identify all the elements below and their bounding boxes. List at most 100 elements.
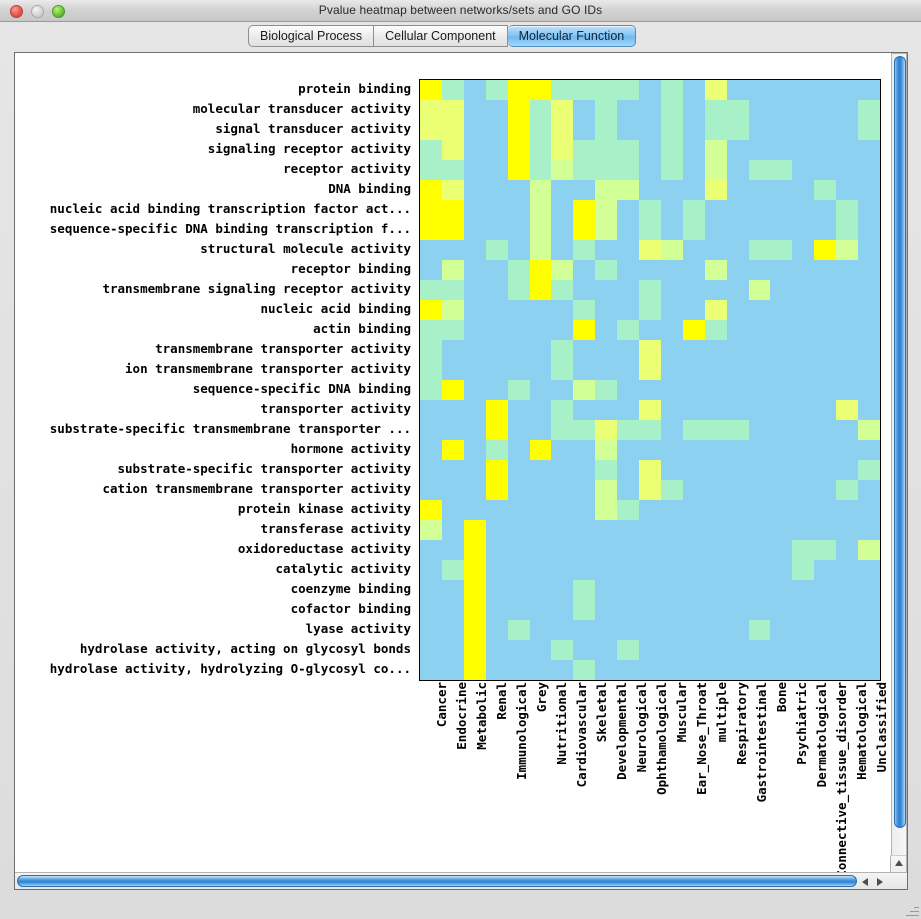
heatmap-cell[interactable] — [792, 240, 815, 260]
heatmap-cell[interactable] — [617, 580, 640, 600]
window-resize-grip-icon[interactable] — [905, 903, 919, 917]
heatmap-cell[interactable] — [660, 160, 683, 180]
heatmap-cell[interactable] — [770, 420, 793, 440]
heatmap-cell[interactable] — [748, 200, 771, 220]
heatmap-cell[interactable] — [529, 540, 552, 560]
heatmap-cell[interactable] — [441, 580, 464, 600]
heatmap-cell[interactable] — [814, 200, 837, 220]
heatmap-cell[interactable] — [551, 360, 574, 380]
heatmap-cell[interactable] — [836, 320, 859, 340]
heatmap-cell[interactable] — [573, 640, 596, 660]
heatmap-cell[interactable] — [595, 300, 618, 320]
heatmap-cell[interactable] — [485, 140, 508, 160]
heatmap-cell[interactable] — [463, 420, 486, 440]
heatmap-cell[interactable] — [726, 380, 749, 400]
heatmap-cell[interactable] — [485, 580, 508, 600]
heatmap-cell[interactable] — [639, 620, 661, 640]
heatmap-cell[interactable] — [441, 260, 464, 280]
heatmap-cell[interactable] — [704, 480, 727, 500]
heatmap-cell[interactable] — [858, 360, 880, 380]
heatmap-cell[interactable] — [660, 540, 683, 560]
heatmap-cell[interactable] — [485, 160, 508, 180]
heatmap-cell[interactable] — [770, 120, 793, 140]
heatmap-cell[interactable] — [639, 340, 661, 360]
heatmap-cell[interactable] — [507, 320, 530, 340]
heatmap-cell[interactable] — [463, 380, 486, 400]
heatmap-cell[interactable] — [704, 180, 727, 200]
heatmap-cell[interactable] — [463, 480, 486, 500]
heatmap-cell[interactable] — [639, 440, 661, 460]
heatmap-cell[interactable] — [748, 220, 771, 240]
heatmap-cell[interactable] — [704, 400, 727, 420]
heatmap-cell[interactable] — [770, 300, 793, 320]
heatmap-cell[interactable] — [836, 340, 859, 360]
heatmap-cell[interactable] — [770, 160, 793, 180]
heatmap-cell[interactable] — [814, 360, 837, 380]
heatmap-cell[interactable] — [573, 480, 596, 500]
heatmap-cell[interactable] — [507, 160, 530, 180]
heatmap-cell[interactable] — [507, 100, 530, 120]
heatmap-cell[interactable] — [485, 600, 508, 620]
heatmap-cell[interactable] — [704, 560, 727, 580]
heatmap-cell[interactable] — [551, 480, 574, 500]
heatmap-cell[interactable] — [551, 600, 574, 620]
heatmap-cell[interactable] — [858, 500, 880, 520]
heatmap-cell[interactable] — [836, 600, 859, 620]
heatmap-cell[interactable] — [770, 100, 793, 120]
heatmap-cell[interactable] — [726, 200, 749, 220]
heatmap-cell[interactable] — [420, 120, 442, 140]
heatmap-cell[interactable] — [507, 440, 530, 460]
heatmap-cell[interactable] — [529, 320, 552, 340]
heatmap-cell[interactable] — [529, 260, 552, 280]
heatmap-cell[interactable] — [595, 580, 618, 600]
heatmap-cell[interactable] — [792, 580, 815, 600]
heatmap-cell[interactable] — [814, 140, 837, 160]
heatmap-cell[interactable] — [529, 380, 552, 400]
heatmap-cell[interactable] — [682, 620, 705, 640]
heatmap-cell[interactable] — [551, 340, 574, 360]
heatmap-cell[interactable] — [617, 600, 640, 620]
heatmap-cell[interactable] — [573, 260, 596, 280]
heatmap-cell[interactable] — [507, 420, 530, 440]
heatmap-cell[interactable] — [420, 80, 442, 100]
heatmap-cell[interactable] — [617, 360, 640, 380]
heatmap-cell[interactable] — [529, 460, 552, 480]
heatmap-cell[interactable] — [529, 600, 552, 620]
heatmap-cell[interactable] — [704, 260, 727, 280]
heatmap-cell[interactable] — [441, 640, 464, 660]
heatmap-cell[interactable] — [704, 140, 727, 160]
heatmap-cell[interactable] — [858, 620, 880, 640]
heatmap-cell[interactable] — [529, 340, 552, 360]
heatmap-cell[interactable] — [441, 540, 464, 560]
heatmap-cell[interactable] — [660, 180, 683, 200]
vertical-scrollbar-thumb[interactable] — [894, 56, 906, 828]
heatmap-cell[interactable] — [507, 340, 530, 360]
heatmap-cell[interactable] — [420, 440, 442, 460]
heatmap-cell[interactable] — [485, 500, 508, 520]
heatmap-cell[interactable] — [792, 460, 815, 480]
heatmap-cell[interactable] — [420, 260, 442, 280]
heatmap-cell[interactable] — [639, 420, 661, 440]
heatmap-cell[interactable] — [660, 580, 683, 600]
heatmap-cell[interactable] — [792, 120, 815, 140]
heatmap-cell[interactable] — [441, 600, 464, 620]
heatmap-cell[interactable] — [792, 560, 815, 580]
heatmap-cell[interactable] — [529, 160, 552, 180]
heatmap-cell[interactable] — [420, 340, 442, 360]
heatmap-cell[interactable] — [485, 280, 508, 300]
vertical-scrollbar[interactable] — [890, 53, 907, 889]
heatmap-cell[interactable] — [639, 540, 661, 560]
heatmap-cell[interactable] — [814, 160, 837, 180]
heatmap-cell[interactable] — [507, 180, 530, 200]
heatmap-cell[interactable] — [748, 380, 771, 400]
heatmap-cell[interactable] — [595, 520, 618, 540]
heatmap-cell[interactable] — [551, 120, 574, 140]
heatmap-cell[interactable] — [639, 660, 661, 680]
heatmap-cell[interactable] — [420, 520, 442, 540]
heatmap-cell[interactable] — [551, 220, 574, 240]
heatmap-cell[interactable] — [507, 380, 530, 400]
heatmap-cell[interactable] — [595, 280, 618, 300]
heatmap-cell[interactable] — [573, 100, 596, 120]
heatmap-cell[interactable] — [704, 360, 727, 380]
heatmap-cell[interactable] — [726, 220, 749, 240]
